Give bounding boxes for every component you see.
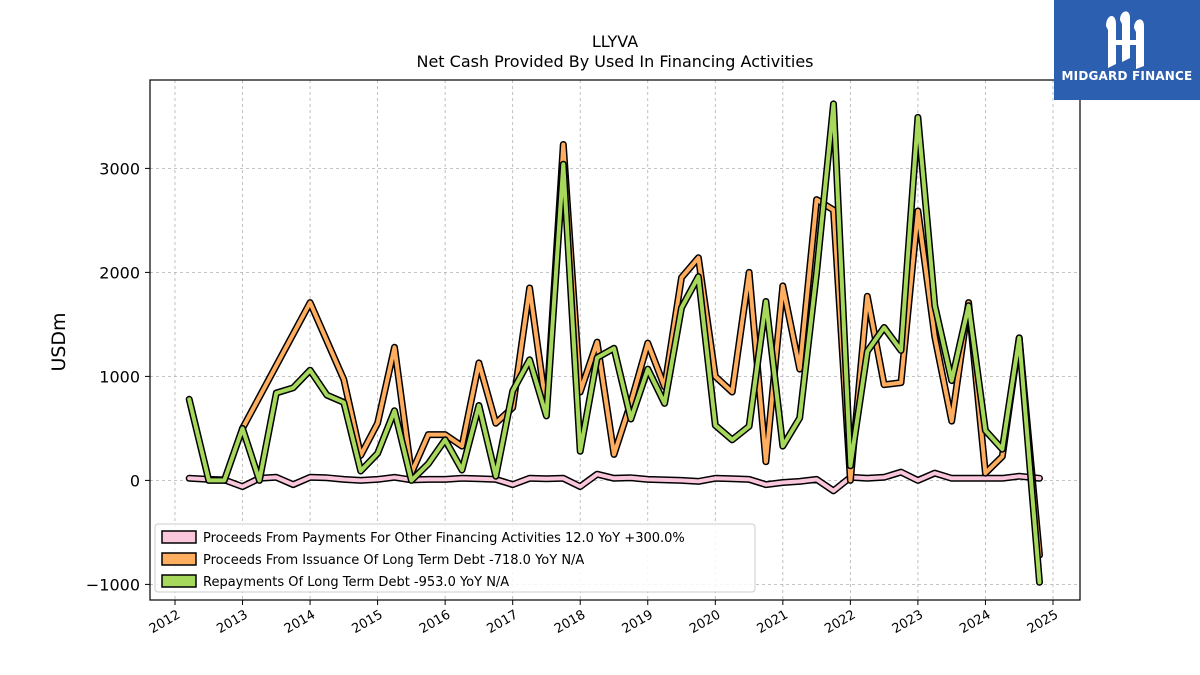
y-axis-label: USDm (48, 312, 70, 371)
x-tick-label: 2025 (1025, 607, 1061, 637)
y-tick-label: −1000 (86, 575, 140, 594)
legend-swatch (161, 574, 197, 588)
plot-frame (149, 79, 1081, 601)
legend-swatch (161, 552, 197, 566)
x-tick-label: 2023 (890, 607, 926, 637)
x-tick-label: 2021 (755, 607, 791, 637)
series-line-outline (185, 468, 1043, 495)
logo-text: MIDGARD FINANCE (1061, 69, 1193, 83)
x-tick-label: 2017 (485, 607, 521, 637)
legend-box (154, 523, 756, 593)
series-2 (239, 141, 1043, 559)
legend-entry: Proceeds From Issuance Of Long Term Debt… (203, 553, 584, 568)
y-tick-label: 3000 (99, 159, 140, 178)
y-tick-label: 2000 (99, 263, 140, 282)
series-3 (185, 100, 1043, 586)
logo-mark-icon (1106, 11, 1144, 69)
x-tick-label: 2016 (417, 607, 453, 637)
x-tick-label: 2012 (147, 607, 183, 637)
legend-entry: Proceeds From Payments For Other Financi… (203, 531, 685, 546)
x-tick-label: 2020 (687, 607, 723, 637)
x-tick-label: 2013 (214, 607, 250, 637)
series-line (187, 470, 1042, 493)
chart-title: LLYVA (592, 32, 638, 51)
series-lines (185, 100, 1043, 586)
x-tick-label: 2024 (957, 607, 993, 637)
x-tick-label: 2014 (282, 607, 318, 637)
midgard-finance-logo: MIDGARD FINANCE (1054, 0, 1200, 100)
x-tick-label: 2018 (552, 607, 588, 637)
series-1 (185, 468, 1043, 495)
legend-entry: Repayments Of Long Term Debt -953.0 YoY … (203, 575, 509, 590)
x-tick-label: 2022 (822, 607, 858, 637)
chart-subtitle: Net Cash Provided By Used In Financing A… (416, 52, 813, 71)
x-tick-label: 2019 (620, 607, 656, 637)
legend: Proceeds From Payments For Other Financi… (154, 523, 756, 593)
y-tick-label: 0 (130, 471, 140, 490)
series-line (187, 101, 1042, 585)
y-tick-label: 1000 (99, 367, 140, 386)
series-line (240, 142, 1042, 558)
x-tick-label: 2015 (349, 607, 385, 637)
series-line-outline (239, 141, 1043, 559)
legend-swatch (161, 530, 197, 544)
